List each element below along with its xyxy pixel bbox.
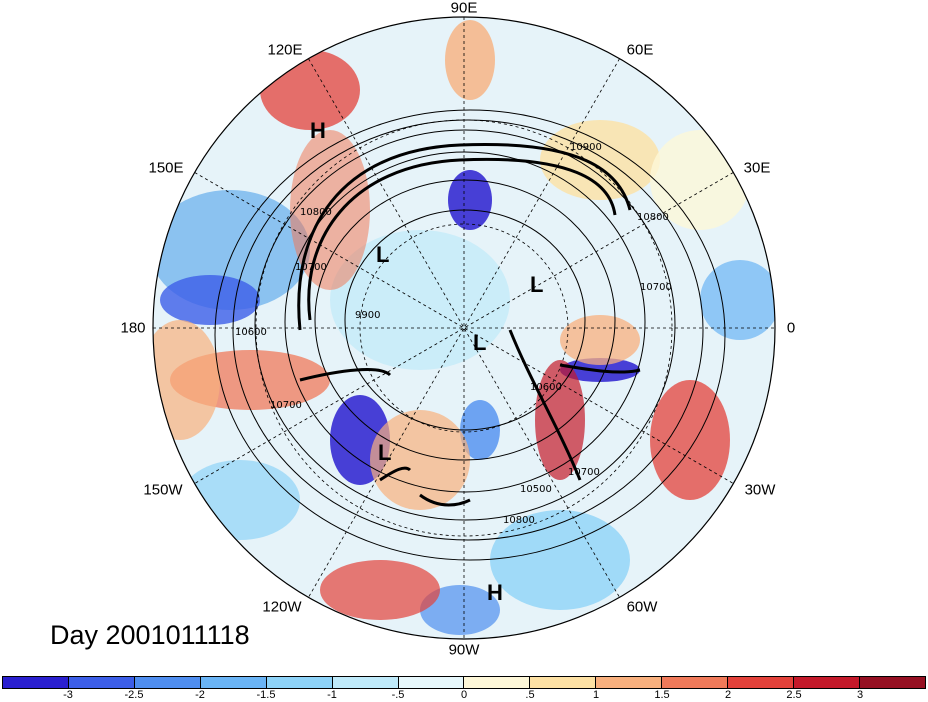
date-title: Day 2001011118	[50, 620, 250, 650]
lon-label-90w: 90W	[448, 641, 480, 659]
colorbar-tick-label: -.5	[391, 689, 405, 701]
high-pressure-marker: H	[487, 580, 503, 605]
colorbar-tick-label: -2.5	[124, 689, 144, 701]
height-contours	[214, 109, 726, 561]
colorbar-tick-label: 1	[592, 689, 600, 701]
contour-label: 10600	[235, 327, 267, 338]
colorbar-swatch	[464, 677, 531, 688]
lon-label-180: 180	[120, 319, 146, 337]
lon-label-60e: 60E	[626, 41, 654, 59]
contour-label-group: 10900 10800 10700 10800 10600 10700 1070…	[235, 142, 672, 526]
pressure-centers: H L L L L H	[310, 118, 543, 605]
lon-label-150w: 150W	[143, 481, 183, 499]
lon-label-30e: 30E	[743, 159, 771, 177]
contour-label: 10700	[295, 262, 327, 273]
colorbar-tick-label: 2.5	[786, 689, 802, 701]
colorbar-tick-label: .5	[525, 689, 535, 701]
colorbar-tick-label: 2	[724, 689, 732, 701]
colorbar	[2, 676, 926, 689]
lon-label-0: 0	[786, 319, 796, 337]
colorbar-swatch	[662, 677, 729, 688]
colorbar-tick-label: -1.5	[256, 689, 276, 701]
colorbar-swatch	[596, 677, 663, 688]
low-pressure-marker: L	[376, 242, 389, 267]
contour-label: 10900	[570, 142, 602, 153]
colorbar-swatch	[859, 677, 925, 688]
lon-label-150e: 150E	[148, 159, 184, 177]
colorbar-tick-label: -1	[327, 689, 337, 701]
lon-label-60w: 60W	[626, 598, 658, 616]
colorbar-swatch	[266, 677, 333, 688]
colorbar-tick-label: -3	[63, 689, 73, 701]
low-pressure-marker: L	[378, 440, 391, 465]
contour-label: 9900	[355, 310, 380, 321]
polar-map: 10900 10800 10700 10800 10600 10700 1070…	[152, 16, 776, 640]
colorbar-swatch	[134, 677, 201, 688]
colorbar-tick-label: 1.5	[654, 689, 670, 701]
contour-label: 10800	[637, 212, 669, 223]
jet-contours	[297, 142, 641, 507]
lon-label-120e: 120E	[267, 41, 303, 59]
low-pressure-marker: L	[473, 330, 486, 355]
map-boundary	[152, 16, 776, 640]
colorbar-swatch	[398, 677, 465, 688]
contour-label: 10800	[503, 515, 535, 526]
lon-label-30w: 30W	[744, 481, 776, 499]
lon-label-90e: 90E	[450, 0, 478, 17]
high-pressure-marker: H	[310, 118, 326, 143]
colorbar-swatch	[530, 677, 597, 688]
colorbar-swatch	[728, 677, 795, 688]
colorbar-tick-label: 0	[460, 689, 468, 701]
contour-label: 10700	[568, 467, 600, 478]
low-pressure-marker: L	[530, 272, 543, 297]
contour-label: 10500	[520, 484, 552, 495]
lon-label-120w: 120W	[262, 598, 302, 616]
graticule	[153, 17, 775, 639]
contour-label: 10700	[270, 400, 302, 411]
contour-label: 10700	[640, 282, 672, 293]
contour-label: 10800	[300, 207, 332, 218]
colorbar-tick-label: -2	[195, 689, 205, 701]
colorbar-tick-label: 3	[856, 689, 864, 701]
colorbar-swatch	[3, 677, 69, 688]
colorbar-swatch	[794, 677, 860, 688]
contour-label: 10600	[530, 382, 562, 393]
colorbar-swatch	[200, 677, 267, 688]
colorbar-swatch	[332, 677, 399, 688]
colorbar-swatch	[68, 677, 135, 688]
